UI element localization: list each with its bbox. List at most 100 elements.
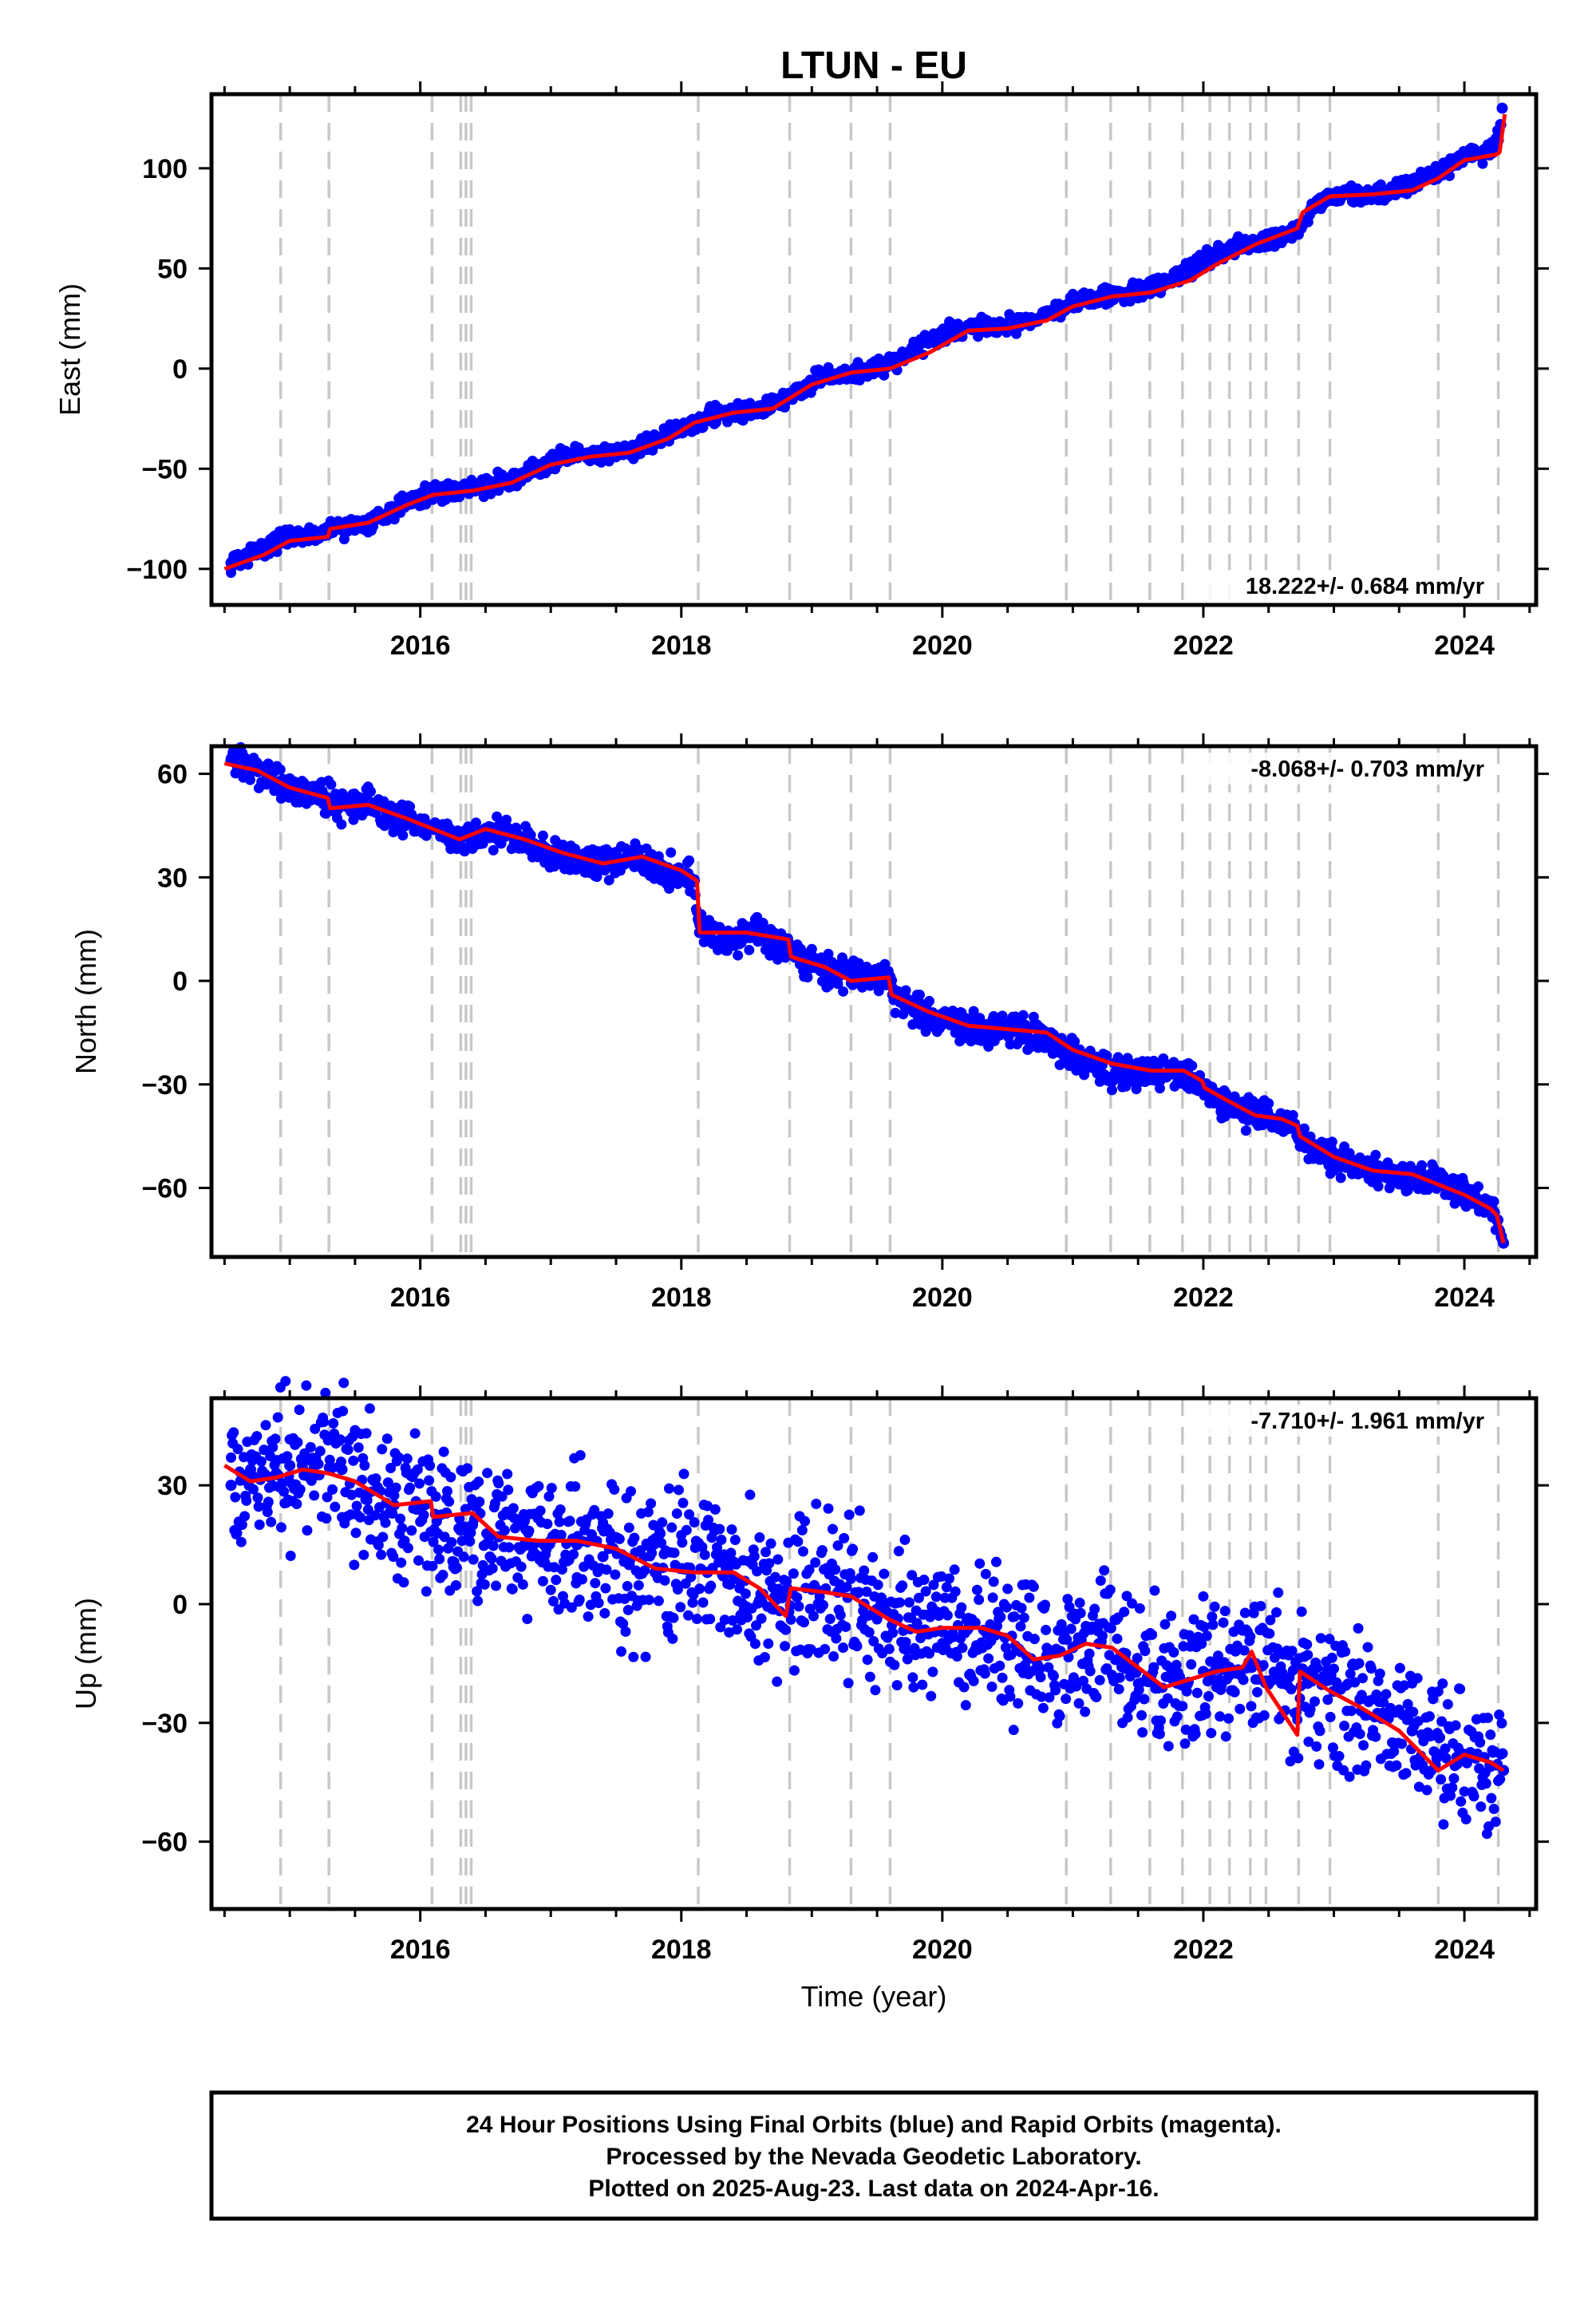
- observation-point: [1190, 1729, 1201, 1740]
- observation-point: [1091, 1692, 1102, 1703]
- observation-point: [887, 1627, 899, 1638]
- observation-point: [406, 1525, 417, 1536]
- observation-point: [870, 1685, 881, 1696]
- observation-point: [1365, 1663, 1377, 1674]
- x-tick-label: 2024: [1434, 1282, 1495, 1313]
- observation-point: [235, 1536, 247, 1547]
- observation-point: [1223, 1713, 1235, 1724]
- observation-point: [1370, 1731, 1381, 1742]
- observation-point: [684, 855, 695, 866]
- observation-point: [681, 1524, 692, 1535]
- observation-point: [409, 1428, 421, 1439]
- observation-point: [434, 1554, 445, 1565]
- observation-point: [1335, 1172, 1346, 1184]
- observation-point: [445, 1472, 456, 1483]
- observation-point: [444, 1496, 455, 1508]
- observation-point: [441, 1486, 452, 1497]
- observation-point: [843, 1678, 854, 1689]
- observation-point: [610, 1569, 621, 1580]
- y-tick-label: −100: [126, 555, 188, 585]
- observation-point: [1186, 1659, 1197, 1670]
- observation-point: [1325, 1711, 1336, 1722]
- observation-point: [889, 1659, 900, 1670]
- observation-point: [465, 1528, 476, 1539]
- observation-point: [1104, 1584, 1116, 1595]
- observation-point: [918, 1575, 930, 1586]
- observation-point: [397, 1523, 408, 1534]
- observation-point: [1496, 102, 1508, 114]
- observation-point: [729, 1535, 741, 1546]
- observation-point: [1263, 1098, 1274, 1109]
- observation-point: [1326, 1136, 1337, 1148]
- observation-point: [740, 1588, 751, 1599]
- observation-point: [772, 1554, 784, 1565]
- observation-point: [678, 1497, 689, 1508]
- observation-point: [1084, 1648, 1095, 1659]
- observation-point: [302, 1525, 313, 1536]
- observation-point: [402, 1543, 413, 1554]
- plot-frame: [209, 92, 1539, 607]
- observation-point: [811, 1498, 822, 1509]
- observation-point: [1074, 1597, 1085, 1608]
- observation-point: [1096, 1630, 1108, 1642]
- observation-point: [1381, 1689, 1392, 1700]
- figure-title: LTUN - EU: [780, 45, 967, 87]
- observation-point: [487, 1563, 498, 1574]
- observation-point: [867, 1551, 879, 1563]
- y-axis-label: Up (mm): [69, 1598, 102, 1709]
- observation-point: [1488, 1804, 1499, 1815]
- observation-point: [716, 1534, 727, 1545]
- observation-point: [616, 1646, 627, 1657]
- observation-point: [960, 1700, 971, 1711]
- observation-point: [705, 1580, 717, 1591]
- observation-point: [1333, 1751, 1345, 1762]
- observation-point: [872, 1579, 883, 1591]
- observation-point: [1013, 1697, 1024, 1709]
- observation-point: [309, 1490, 320, 1501]
- observation-point: [1450, 1720, 1461, 1731]
- observation-point: [348, 1455, 359, 1466]
- observation-point: [1068, 1672, 1079, 1683]
- observation-point: [806, 943, 817, 954]
- observation-point: [1037, 1702, 1049, 1713]
- observation-point: [523, 1525, 535, 1536]
- observation-point: [328, 1417, 339, 1429]
- observation-point: [971, 1584, 982, 1595]
- observation-point: [1344, 1771, 1355, 1782]
- observation-point: [894, 1597, 905, 1608]
- observation-point: [915, 990, 926, 1001]
- observation-point: [1339, 1721, 1350, 1732]
- observation-point: [508, 1503, 519, 1514]
- observation-point: [1177, 1701, 1188, 1712]
- observation-point: [370, 1473, 381, 1484]
- observation-point: [1140, 1646, 1151, 1657]
- observation-point: [507, 1583, 518, 1595]
- observation-point: [633, 1579, 644, 1591]
- observation-point: [1187, 1060, 1198, 1071]
- observation-point: [677, 1537, 688, 1548]
- observation-point: [995, 1611, 1006, 1622]
- observation-point: [570, 1481, 581, 1492]
- observation-point: [1408, 1706, 1419, 1717]
- observation-point: [535, 1505, 546, 1516]
- observation-point: [1361, 1760, 1372, 1771]
- observation-point: [1061, 1634, 1073, 1645]
- observation-point: [1209, 1601, 1220, 1612]
- observation-point: [808, 1611, 819, 1622]
- footer-line-3: Plotted on 2025-Aug-23. Last data on 202…: [588, 2176, 1159, 2202]
- observation-point: [983, 1653, 994, 1664]
- observation-point: [551, 1575, 562, 1586]
- observation-point: [1024, 1592, 1035, 1603]
- observation-point: [263, 1496, 274, 1508]
- observation-point: [438, 1446, 449, 1457]
- observation-point: [1095, 1575, 1106, 1587]
- observation-point: [749, 1638, 760, 1650]
- observation-point: [980, 1568, 991, 1579]
- observation-point: [1310, 1696, 1321, 1707]
- observation-point: [1258, 1709, 1270, 1721]
- x-tick-label: 2016: [390, 1282, 451, 1313]
- observation-point: [1353, 1658, 1365, 1669]
- observation-point: [1041, 1624, 1052, 1635]
